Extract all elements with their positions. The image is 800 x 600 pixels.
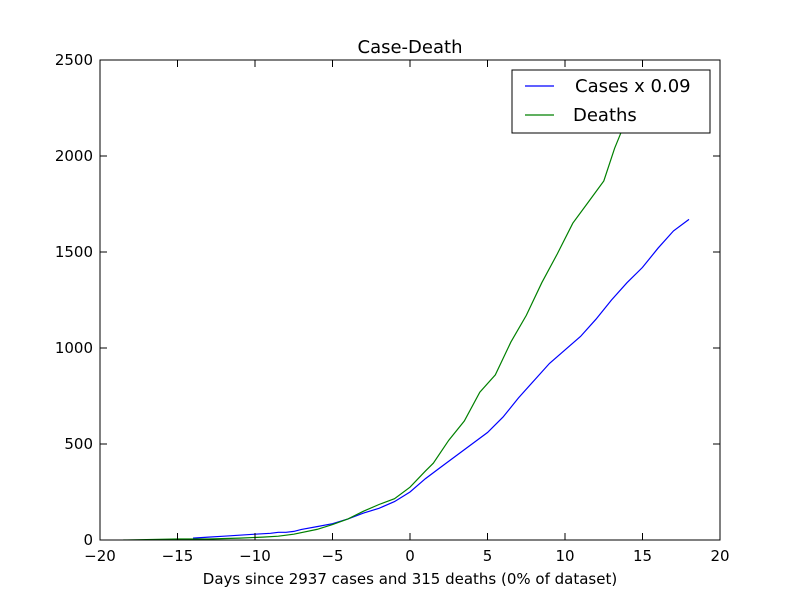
x-tick-label: 0: [405, 547, 415, 565]
axis-ticks-group: −20 −15 −10 −5 0 5 10 15 20 0 500 1000 1500 2000 2500: [55, 51, 730, 565]
y-tick-label: 500: [64, 435, 93, 453]
y-tick-label: 2500: [55, 51, 93, 69]
plot-series-group: [123, 117, 690, 540]
y-tick-label: 1000: [55, 339, 93, 357]
y-tick-label: 0: [83, 531, 93, 549]
x-tick-label: −10: [239, 547, 271, 565]
x-tick-label: 10: [555, 547, 574, 565]
chart-title: Case-Death: [358, 37, 463, 58]
x-tick-label: −20: [84, 547, 116, 565]
legend: Cases x 0.09 Deaths: [511, 69, 711, 134]
y-tick-label: 2000: [55, 147, 93, 165]
x-tick-label: 5: [483, 547, 493, 565]
x-tick-label: −5: [321, 547, 343, 565]
legend-label-cases: Cases x 0.09: [575, 76, 691, 97]
series-line-deaths: [123, 117, 628, 540]
x-tick-label: 20: [710, 547, 729, 565]
legend-box: [511, 69, 711, 134]
legend-label-deaths: Deaths: [573, 105, 637, 126]
y-tick-label: 1500: [55, 243, 93, 261]
x-axis-label: Days since 2937 cases and 315 deaths (0%…: [203, 570, 617, 588]
x-tick-label: −15: [162, 547, 194, 565]
x-tick-label: 15: [633, 547, 652, 565]
series-line-cases: [192, 218, 690, 539]
